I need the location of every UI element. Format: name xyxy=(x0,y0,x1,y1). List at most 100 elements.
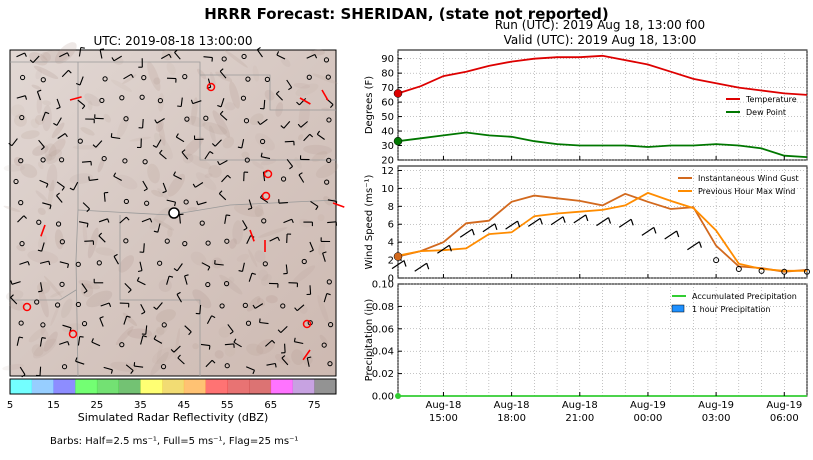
wind-barb xyxy=(166,199,176,203)
wind-barb xyxy=(61,69,69,78)
wind-barb xyxy=(309,285,312,295)
wind-barb-flag xyxy=(192,183,196,188)
terrain-shade xyxy=(167,173,186,197)
wind-barb xyxy=(296,304,305,312)
terrain-shade xyxy=(150,325,168,341)
terrain-shade xyxy=(234,203,265,218)
wind-barb-flag xyxy=(100,48,105,51)
wind-barb-flag xyxy=(291,218,294,224)
calm-circle xyxy=(243,118,250,124)
terrain-shade xyxy=(51,122,65,139)
wind-barb-flag xyxy=(149,218,153,223)
gust-barb xyxy=(302,349,311,361)
colorbar-frame xyxy=(9,378,337,395)
wind-barb-flag xyxy=(37,89,42,93)
terrain-shade xyxy=(61,298,73,319)
terrain-shade xyxy=(311,151,328,163)
wind-barb-flag xyxy=(653,227,657,234)
terrain-shade xyxy=(291,349,304,366)
terrain-shade xyxy=(153,77,161,85)
terrain-shade xyxy=(315,162,339,179)
wind-barb-flag xyxy=(177,354,181,359)
calm-circle xyxy=(122,158,128,164)
wind-barb-flag xyxy=(23,215,27,219)
wind-barb-flag xyxy=(24,52,27,57)
gust-circle xyxy=(68,329,78,339)
calm-circle xyxy=(34,299,40,305)
calm-circle xyxy=(183,199,189,205)
terrain-shade xyxy=(224,345,236,357)
terrain-shade xyxy=(11,104,25,118)
terrain-shade xyxy=(251,160,264,170)
wind-barb-flag xyxy=(315,206,319,211)
terrain-shade xyxy=(312,73,338,84)
calm-circle xyxy=(306,74,312,80)
wind-barb xyxy=(284,343,286,353)
wind-barb-flag xyxy=(67,341,70,346)
wind-barb-flag xyxy=(329,104,334,108)
wind-barb xyxy=(161,53,170,60)
terrain-shade xyxy=(292,265,316,284)
wind-barb-flag xyxy=(252,304,256,309)
calm-circle xyxy=(224,238,230,244)
terrain-shade xyxy=(97,158,105,173)
wind-barb-flag xyxy=(48,260,51,266)
wind-barb xyxy=(221,174,229,183)
wind-barb-flag xyxy=(45,183,49,188)
terrain-shade xyxy=(192,289,212,309)
calm-circle xyxy=(242,302,248,308)
wind-barb-flag xyxy=(66,52,70,57)
wind-barb xyxy=(248,273,253,282)
terrain-shade xyxy=(224,102,236,111)
colorbar-swatch xyxy=(96,379,119,394)
wind-barb-flag xyxy=(259,318,261,323)
wind-barb xyxy=(157,223,161,233)
wind-barb xyxy=(134,365,144,368)
calm-circle xyxy=(77,138,83,144)
wind-barb-flag xyxy=(227,174,231,179)
terrain-shade xyxy=(110,361,138,372)
wind-barb xyxy=(41,112,46,121)
y-tick-label: 80 xyxy=(381,69,394,80)
terrain-shade xyxy=(229,238,237,249)
terrain-shade xyxy=(129,136,151,142)
wind-barb xyxy=(248,199,253,209)
y-axis-label: Precipitation (in) xyxy=(364,299,375,382)
wind-barb-flag xyxy=(67,263,70,269)
terrain-shade xyxy=(82,223,88,245)
y-tick-label: 20 xyxy=(381,156,394,167)
wind-barb xyxy=(245,366,255,371)
terrain-shade xyxy=(212,110,231,138)
wind-barb xyxy=(16,336,20,346)
y-tick-label: 0.02 xyxy=(372,369,394,380)
wind-barb-flag xyxy=(309,133,314,138)
wind-barb xyxy=(142,180,148,190)
x-tick-label: Aug-19 xyxy=(630,400,666,411)
legend-label: Dew Point xyxy=(746,108,786,117)
terrain-shade xyxy=(211,257,223,269)
wind-barb xyxy=(437,244,450,254)
wind-barb xyxy=(263,99,266,109)
calm-circle xyxy=(326,157,332,163)
wind-barb xyxy=(99,317,104,327)
wind-barb xyxy=(242,220,248,229)
wind-barb-flag xyxy=(217,161,220,166)
wind-barb xyxy=(316,133,325,140)
calm-circle xyxy=(224,363,230,369)
calm-circle xyxy=(264,76,270,82)
legend-label: Previous Hour Max Wind xyxy=(698,187,795,196)
terrain-shade xyxy=(319,334,328,345)
wind-barb-flag xyxy=(539,218,543,225)
wind-barb xyxy=(260,197,269,204)
wind-barb-flag xyxy=(49,205,52,210)
wind-barb-flag xyxy=(107,218,110,223)
terrain-shade xyxy=(35,68,43,80)
wind-barb-flag xyxy=(238,270,243,272)
wind-barb xyxy=(77,99,86,107)
terrain-shade xyxy=(147,163,160,184)
wind-barb xyxy=(284,140,294,143)
wind-barb xyxy=(19,260,29,265)
terrain-shade xyxy=(215,71,233,82)
calm-circle xyxy=(157,98,163,104)
wind-barb-flag xyxy=(170,349,175,353)
